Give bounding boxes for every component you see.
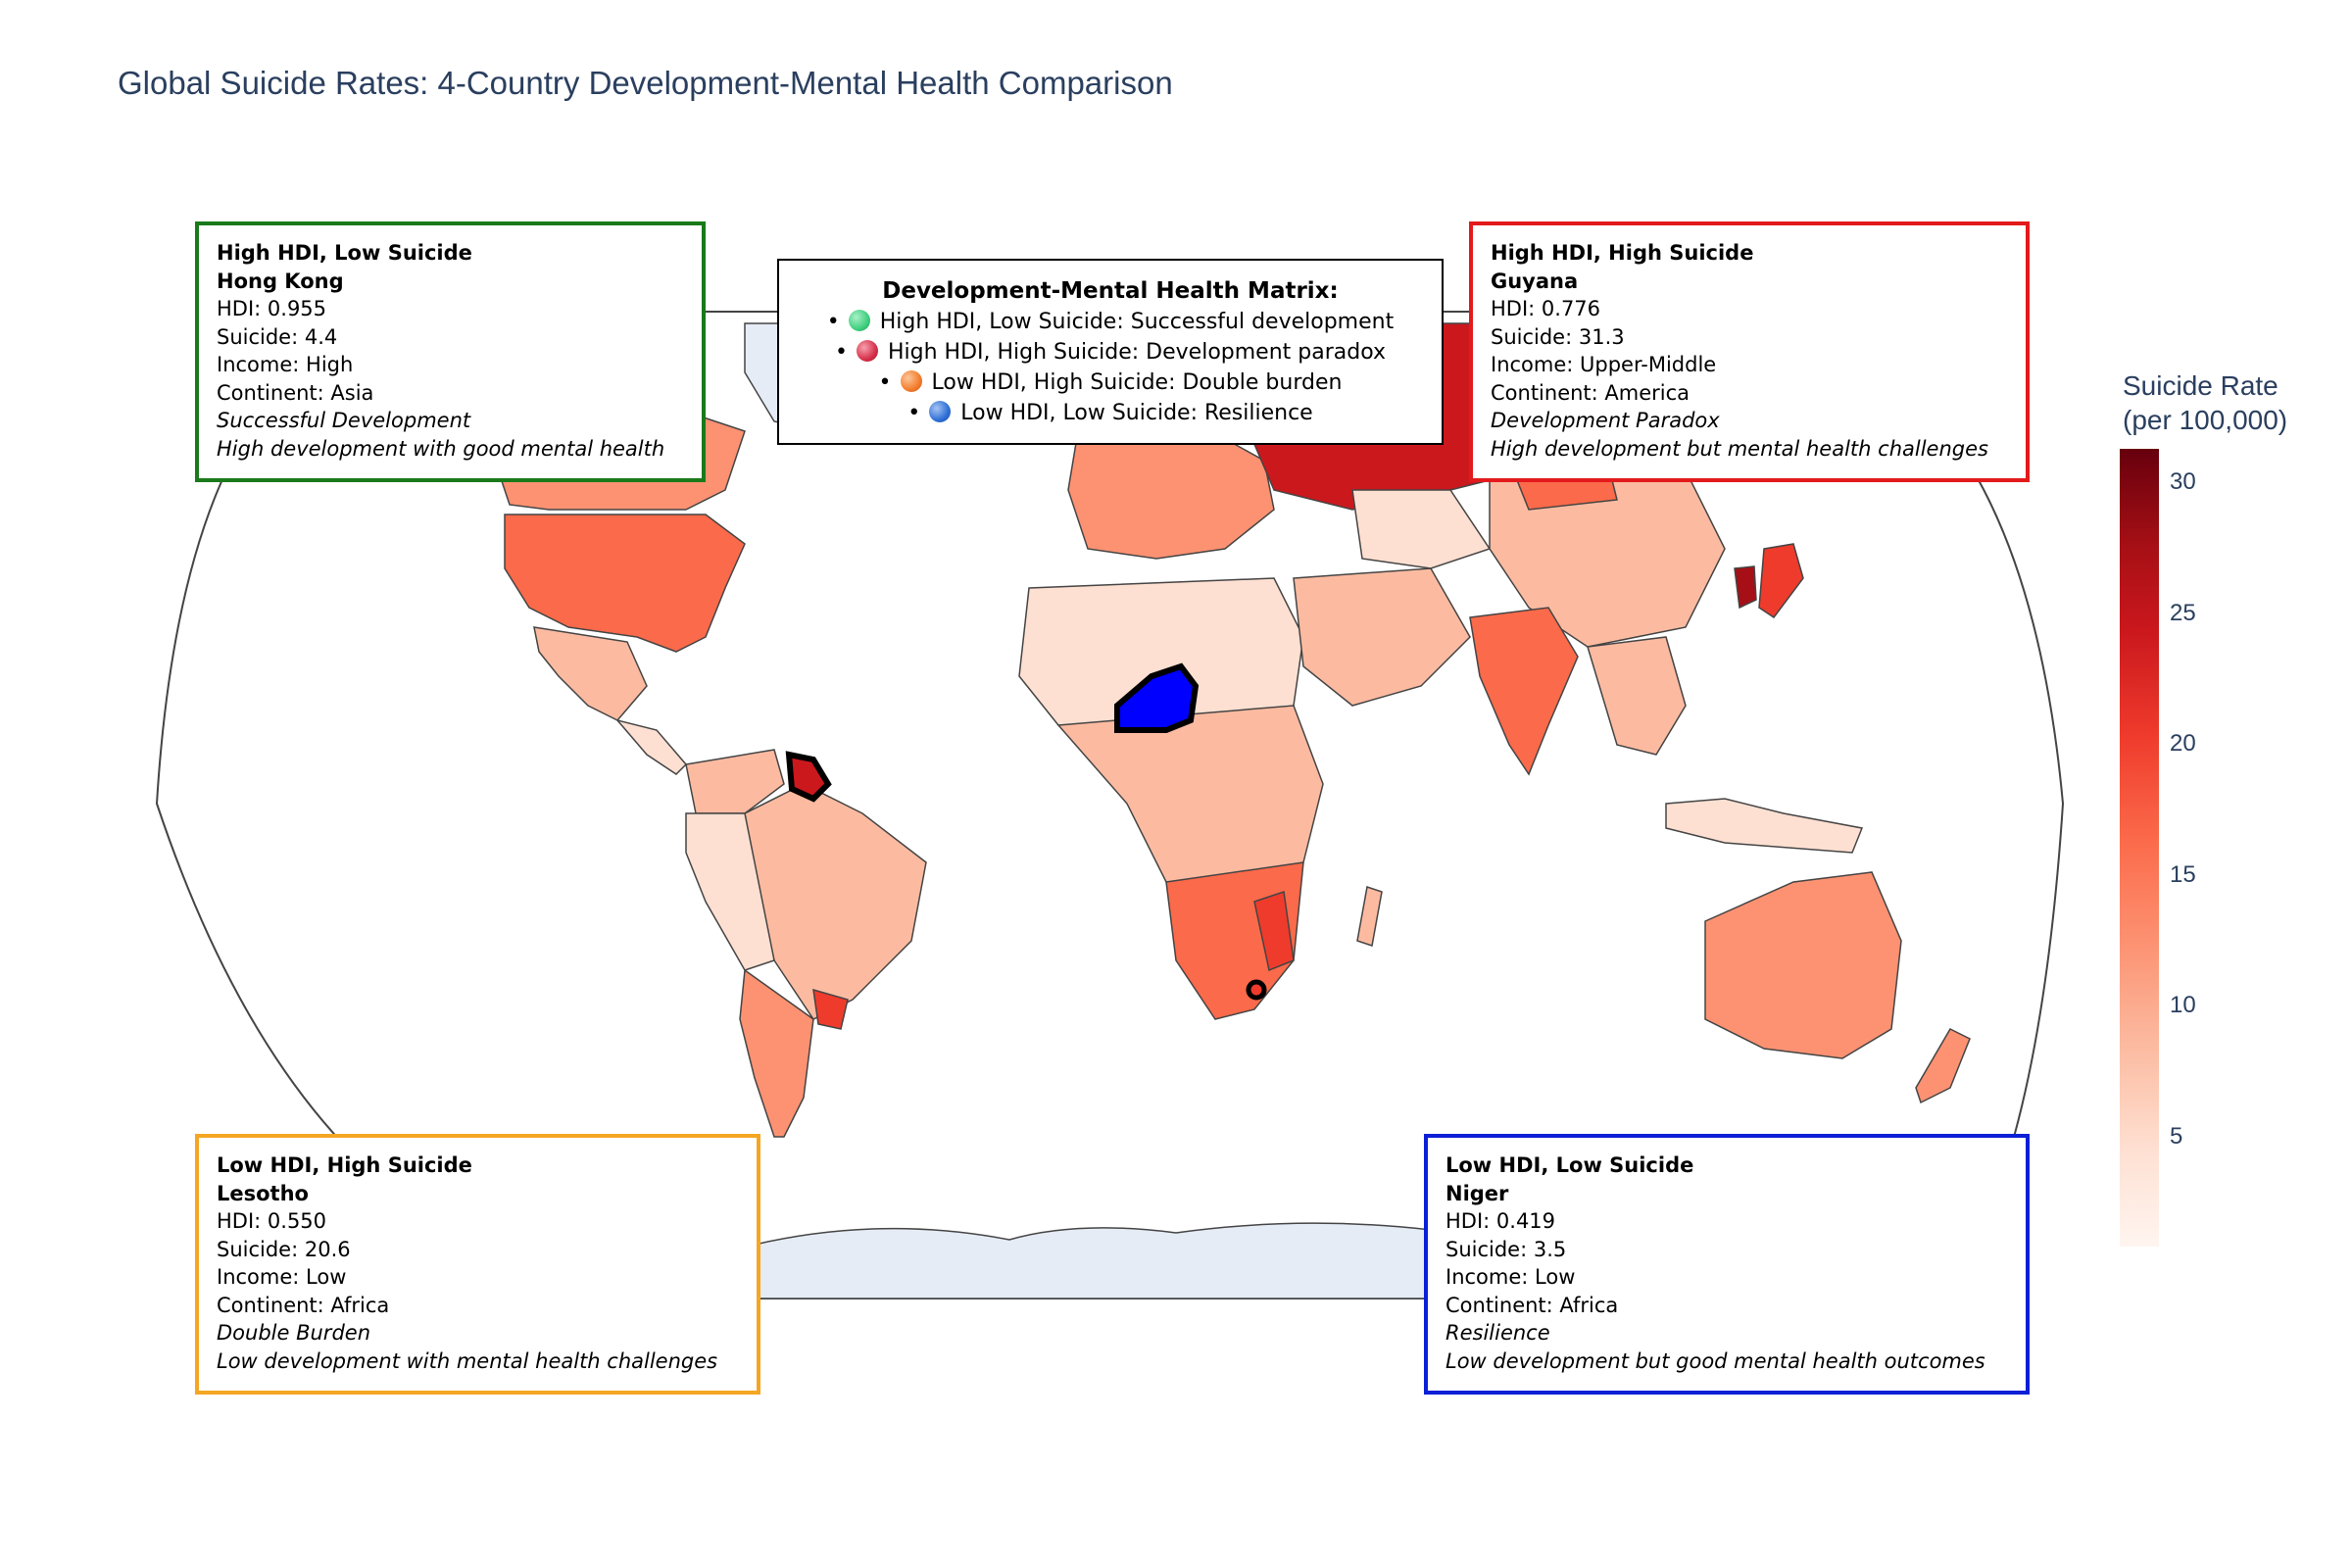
annotation-lesotho: Low HDI, High Suicide Lesotho HDI: 0.550…	[195, 1134, 760, 1395]
colorbar	[2120, 449, 2159, 1247]
matrix-legend-label: Low HDI, Low Suicide: Resilience	[960, 401, 1313, 425]
central-asia	[1351, 489, 1492, 569]
orange-dot-icon	[900, 370, 922, 392]
annotation-country: Niger	[1446, 1181, 1509, 1205]
madagascar	[1356, 886, 1383, 947]
annotation-desc: Low development with mental health chall…	[217, 1348, 718, 1373]
colorbar-title-line2: (per 100,000)	[2123, 405, 2288, 435]
korea	[1734, 565, 1757, 610]
mozambique	[1253, 891, 1295, 972]
annotation-income: Income: Low	[1446, 1265, 1576, 1289]
annotation-desc: High development with good mental health	[217, 436, 665, 461]
chart-title: Global Suicide Rates: 4-Country Developm…	[118, 65, 1173, 101]
annotation-label: Development Paradox	[1491, 409, 1720, 432]
annotation-suicide: Suicide: 3.5	[1446, 1237, 1567, 1261]
annotation-income: Income: High	[217, 353, 354, 376]
lesotho-highlight	[1246, 979, 1267, 1001]
niger-highlight	[1114, 662, 1200, 733]
annotation-label: Double Burden	[217, 1321, 370, 1345]
colorbar-tick: 15	[2170, 861, 2196, 888]
annotation-country: Guyana	[1491, 269, 1579, 293]
indonesia	[1665, 798, 1864, 854]
argentina-chile	[739, 968, 814, 1138]
annotation-hdi: HDI: 0.955	[217, 297, 327, 320]
new-zealand	[1915, 1028, 1971, 1104]
annotation-income: Income: Low	[217, 1265, 347, 1289]
matrix-legend-item: • Low HDI, High Suicide: Double burden	[878, 370, 1343, 395]
colombia-venezuela	[685, 749, 785, 814]
matrix-legend-item: • Low HDI, Low Suicide: Resilience	[907, 401, 1313, 425]
annotation-continent: Continent: Africa	[1446, 1293, 1619, 1317]
annotation-hong-kong: High HDI, Low Suicide Hong Kong HDI: 0.9…	[195, 221, 706, 482]
annotation-hdi: HDI: 0.419	[1446, 1209, 1556, 1233]
annotation-suicide: Suicide: 31.3	[1491, 324, 1625, 349]
china	[1489, 469, 1726, 648]
matrix-legend-label: High HDI, Low Suicide: Successful develo…	[879, 310, 1395, 334]
matrix-legend-item: • High HDI, Low Suicide: Successful deve…	[826, 310, 1395, 334]
annotation-hdi: HDI: 0.776	[1491, 297, 1601, 320]
annotation-category: Low HDI, Low Suicide	[1446, 1153, 1694, 1177]
annotation-category: Low HDI, High Suicide	[217, 1153, 472, 1177]
usa	[504, 514, 746, 653]
uruguay	[812, 988, 849, 1030]
annotation-income: Income: Upper-Middle	[1491, 353, 1717, 376]
colorbar-tick: 10	[2170, 992, 2196, 1018]
guyana-highlight	[785, 751, 832, 803]
matrix-legend-label: Low HDI, High Suicide: Double burden	[931, 370, 1343, 395]
colorbar-tick: 30	[2170, 468, 2196, 495]
annotation-category: High HDI, High Suicide	[1491, 241, 1754, 265]
central-america	[614, 718, 688, 775]
annotation-country: Lesotho	[217, 1181, 309, 1205]
colorbar-tick: 25	[2170, 600, 2196, 626]
annotation-label: Successful Development	[217, 409, 471, 432]
annotation-continent: Continent: America	[1491, 380, 1690, 405]
colorbar-title: Suicide Rate (per 100,000)	[2123, 368, 2287, 437]
annotation-continent: Continent: Africa	[217, 1293, 390, 1317]
annotation-suicide: Suicide: 20.6	[217, 1237, 351, 1261]
blue-dot-icon	[929, 401, 952, 422]
matrix-legend: Development-Mental Health Matrix: • High…	[777, 259, 1444, 445]
annotation-suicide: Suicide: 4.4	[217, 324, 338, 349]
southeast-asia	[1587, 636, 1687, 756]
annotation-country: Hong Kong	[217, 269, 344, 293]
annotation-desc: High development but mental health chall…	[1491, 436, 1988, 461]
annotation-category: High HDI, Low Suicide	[217, 241, 472, 265]
matrix-legend-label: High HDI, High Suicide: Development para…	[887, 340, 1387, 365]
colorbar-tick: 5	[2170, 1123, 2183, 1150]
red-dot-icon	[856, 340, 878, 362]
australia	[1704, 871, 1902, 1059]
colorbar-tick: 20	[2170, 730, 2196, 757]
annotation-desc: Low development but good mental health o…	[1446, 1348, 1985, 1373]
japan	[1758, 543, 1804, 619]
green-dot-icon	[848, 310, 870, 331]
annotation-niger: Low HDI, Low Suicide Niger HDI: 0.419 Su…	[1424, 1134, 2030, 1395]
india	[1469, 607, 1579, 776]
annotation-continent: Continent: Asia	[217, 380, 374, 405]
matrix-legend-title: Development-Mental Health Matrix:	[882, 278, 1339, 304]
annotation-label: Resilience	[1446, 1321, 1550, 1345]
matrix-legend-item: • High HDI, High Suicide: Development pa…	[834, 340, 1387, 365]
antarctica	[754, 1222, 1432, 1299]
annotation-guyana: High HDI, High Suicide Guyana HDI: 0.776…	[1469, 221, 2030, 482]
annotation-hdi: HDI: 0.550	[217, 1209, 327, 1233]
mexico	[533, 626, 648, 721]
colorbar-title-line1: Suicide Rate	[2123, 370, 2278, 401]
